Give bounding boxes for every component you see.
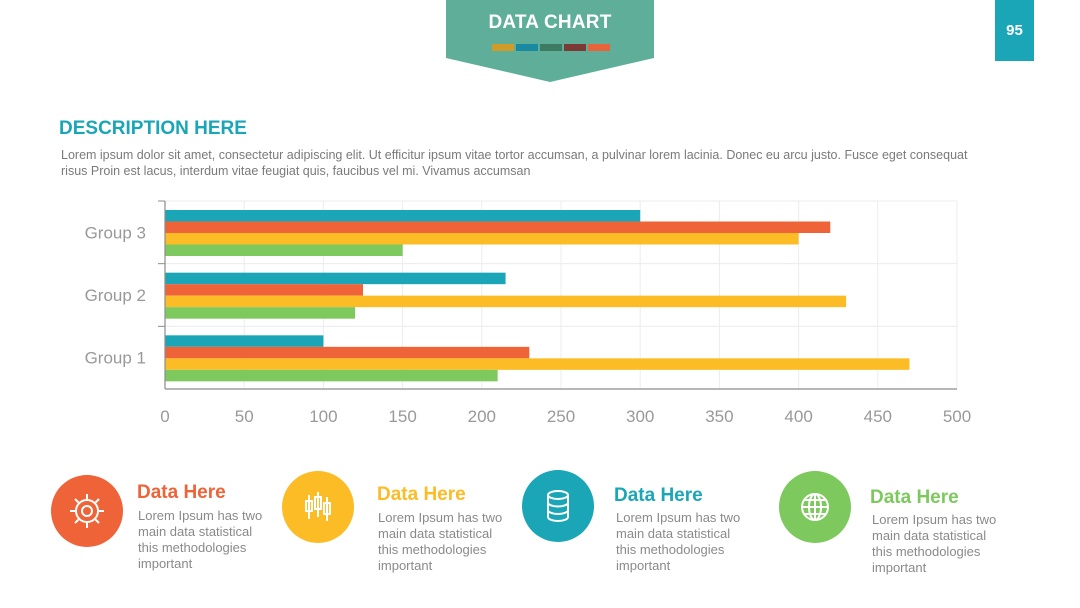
swatch-3 [540,44,562,51]
gear-icon [70,494,104,528]
x-tick-label: 100 [309,407,337,426]
bar [165,221,831,233]
bar [165,284,363,296]
info-title: Data Here [614,485,703,506]
bar [165,369,498,382]
info-text: Lorem Ipsum has two main data statistica… [616,510,741,573]
x-tick-label: 400 [784,407,812,426]
swatch-5 [588,44,610,51]
info-text: Lorem Ipsum has two main data statistica… [378,510,503,573]
info-circle [51,475,123,547]
description-text: Lorem ipsum dolor sit amet, consectetur … [61,148,968,178]
bar [165,307,356,319]
database-icon [547,490,569,522]
info-title: Data Here [377,484,466,505]
x-tick-label: 50 [235,407,254,426]
swatch-4 [564,44,586,51]
x-tick-label: 500 [943,407,971,426]
x-tick-label: 300 [626,407,654,426]
candlestick-icon [305,492,331,521]
page-number: 95 [995,0,1034,61]
category-label: Group 1 [85,349,146,368]
page-title: DATA CHART [488,12,612,33]
category-label: Group 2 [85,286,146,305]
color-swatches [492,44,610,51]
x-tick-label: 0 [160,407,169,426]
swatch-2 [516,44,538,51]
x-tick-label: 450 [864,407,892,426]
info-circle [522,470,594,542]
info-circle [282,471,354,543]
info-title: Data Here [137,482,226,503]
x-tick-label: 200 [468,407,496,426]
bar [165,233,799,245]
x-tick-label: 350 [705,407,733,426]
bar [165,358,910,370]
info-text: Lorem Ipsum has two main data statistica… [138,508,263,571]
x-tick-label: 150 [388,407,416,426]
x-tick-label: 250 [547,407,575,426]
info-circle [779,471,851,543]
swatch-1 [492,44,514,51]
info-title: Data Here [870,487,959,508]
bar [165,244,403,256]
category-label: Group 3 [85,223,146,242]
bar [165,210,641,222]
bar [165,295,847,308]
info-text: Lorem Ipsum has two main data statistica… [872,512,997,575]
header-banner: DATA CHART [446,0,654,82]
globe-icon [801,493,829,521]
bar [165,272,506,285]
bar [165,346,530,359]
bar [165,335,324,347]
description-heading: DESCRIPTION HERE [59,118,247,139]
